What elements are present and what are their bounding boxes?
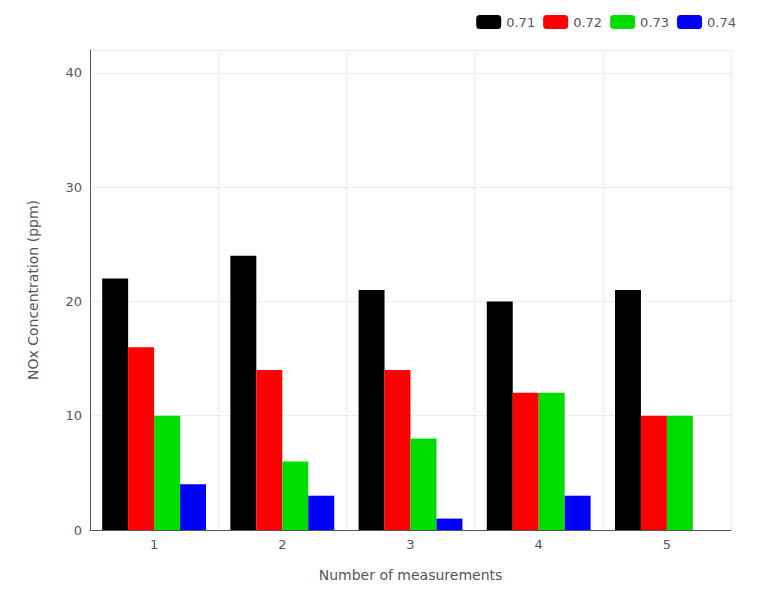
svg-text:10: 10 [65,408,82,423]
svg-text:4: 4 [535,537,543,552]
svg-text:0.71: 0.71 [506,15,535,30]
svg-text:40: 40 [65,65,82,80]
svg-text:NOx Concentration (ppm): NOx Concentration (ppm) [25,200,41,380]
svg-text:0.72: 0.72 [573,15,602,30]
svg-text:1: 1 [150,537,158,552]
svg-text:5: 5 [663,537,671,552]
svg-text:0: 0 [74,523,82,538]
svg-text:Number of measurements: Number of measurements [319,567,503,583]
svg-text:2: 2 [278,537,286,552]
svg-text:3: 3 [406,537,414,552]
svg-text:0.73: 0.73 [640,15,669,30]
svg-text:30: 30 [65,180,82,195]
svg-text:20: 20 [65,294,82,309]
svg-text:0.74: 0.74 [707,15,736,30]
